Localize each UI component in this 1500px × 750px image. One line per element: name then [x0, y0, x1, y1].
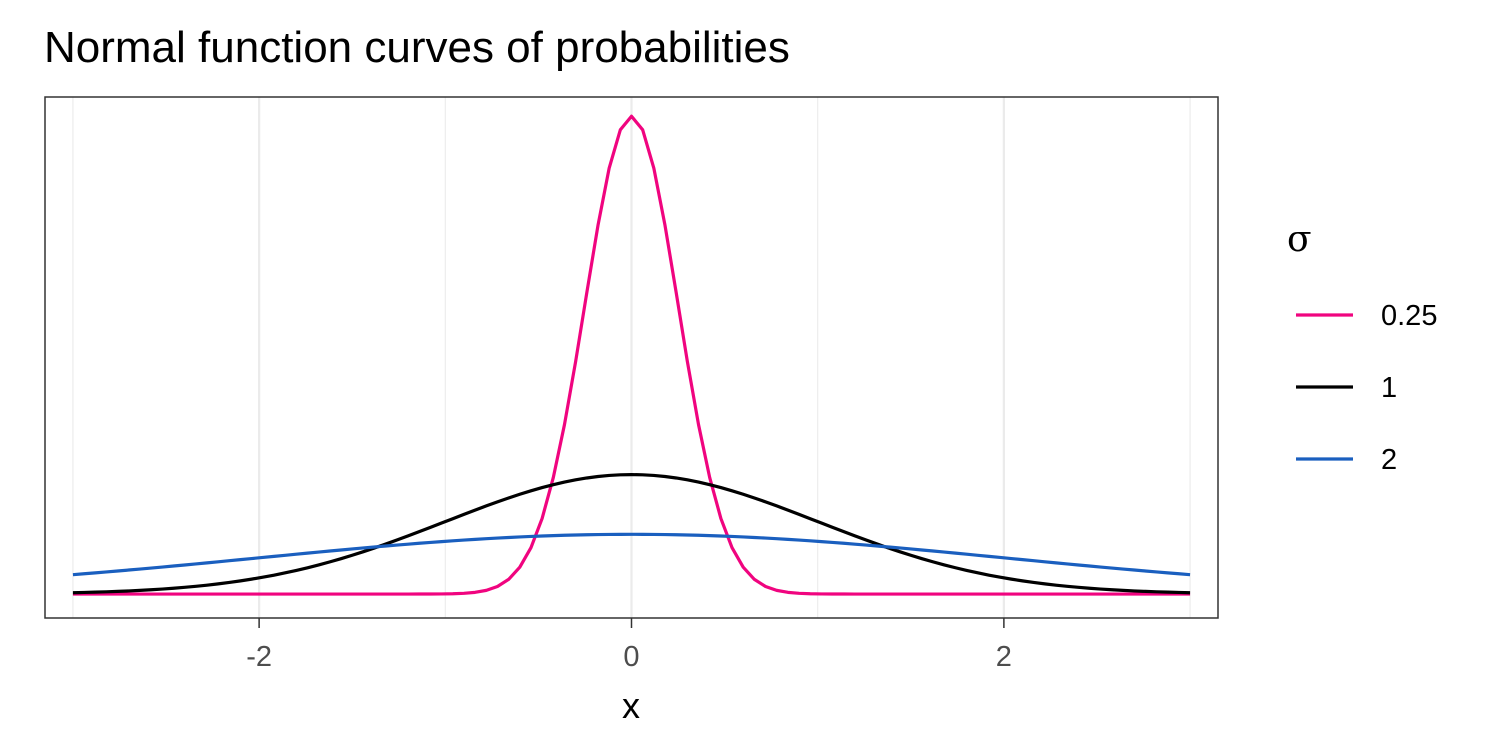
grid	[72, 97, 1191, 618]
legend-title: σ	[1287, 219, 1312, 260]
chart-title: Normal function curves of probabilities	[44, 23, 790, 72]
x-tick-label: -2	[246, 641, 272, 673]
legend-label: 1	[1381, 372, 1397, 404]
series-layer	[72, 114, 1191, 596]
series-line-sigma-0-25	[72, 114, 1191, 596]
legend-label: 0.25	[1381, 300, 1437, 332]
x-axis-ticks: -2 0 2	[246, 618, 1012, 673]
x-tick-label: 2	[996, 641, 1012, 673]
legend-items: 0.25 1 2	[1296, 300, 1437, 476]
legend-label: 2	[1381, 444, 1397, 476]
series-line-sigma-2	[72, 532, 1191, 577]
x-axis-label: x	[622, 685, 640, 726]
legend: σ 0.25 1 2	[1287, 219, 1437, 476]
x-tick-label: 0	[623, 641, 639, 673]
series-line-sigma-1	[72, 472, 1191, 595]
